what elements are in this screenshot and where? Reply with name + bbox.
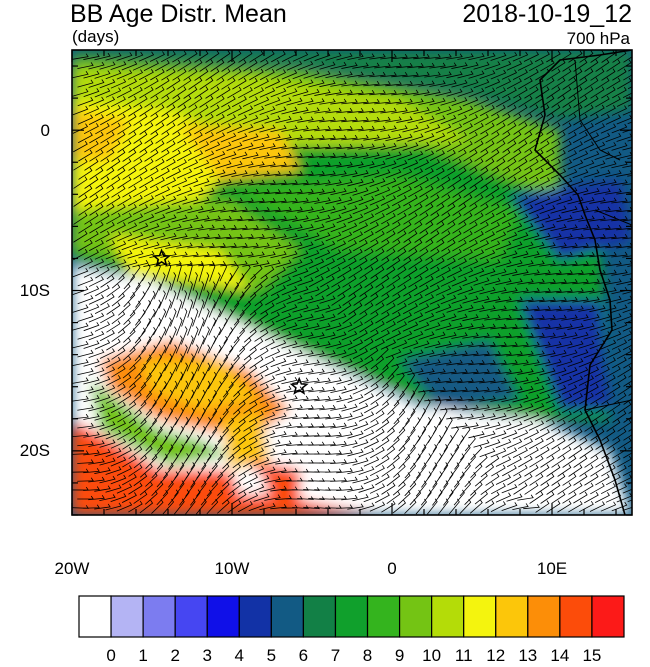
markers	[152, 248, 309, 395]
colorbar-label: 3	[202, 646, 212, 665]
colorbar-swatch	[431, 595, 465, 638]
datetime-label: 2018-10-19_12	[462, 0, 632, 28]
colorbar-label: 2	[170, 646, 180, 665]
colorbar-label: 10	[422, 646, 442, 665]
colorbar-swatch	[110, 595, 144, 638]
colorbar-swatch	[463, 595, 497, 638]
colorbar-label: 5	[266, 646, 277, 665]
lon-label-10e: 10E	[536, 559, 568, 578]
star-marker	[152, 248, 172, 267]
pressure-level-label: 700 hPa	[566, 29, 630, 48]
colorbar-swatch	[559, 595, 593, 638]
wind-barbs	[72, 50, 632, 515]
colorbar-swatch	[334, 595, 369, 638]
units-label: (days)	[72, 27, 120, 46]
lat-label-0: 0	[40, 121, 50, 140]
colorbar-swatch	[302, 595, 337, 638]
colorbar-label: 4	[234, 646, 245, 665]
colorbar-label: 9	[394, 646, 405, 665]
colorbar-swatch	[142, 595, 176, 638]
colorbar-swatch	[527, 595, 561, 638]
colorbar-swatch	[495, 595, 529, 638]
colorbar-label: 15	[582, 646, 602, 665]
map-title: BB Age Distr. Mean	[70, 0, 287, 28]
colorbar-swatch	[270, 595, 305, 638]
plot-frame	[71, 49, 633, 516]
colorbar-swatch	[591, 595, 625, 638]
lat-label-20s: 20S	[19, 441, 50, 460]
colorbar-swatch	[398, 595, 433, 638]
colorbar-label: 14	[550, 646, 570, 665]
colorbar-label: 13	[518, 646, 538, 665]
colorbar-swatch	[78, 595, 112, 638]
colorbar-label: 6	[298, 646, 309, 665]
colorbar-label: 7	[330, 646, 341, 665]
colorbar-label: 1	[138, 646, 148, 665]
colorbar-swatch	[174, 595, 208, 638]
africa-coastline	[534, 50, 632, 515]
colorbar	[78, 595, 625, 638]
lat-label-10s: 10S	[19, 281, 50, 300]
star-marker	[289, 376, 309, 395]
lon-label-0: 0	[387, 559, 397, 578]
colorbar-swatch	[206, 595, 240, 638]
colorbar-label: 12	[486, 646, 506, 665]
age-field	[72, 50, 632, 515]
colorbar-label: 0	[106, 646, 116, 665]
colorbar-swatch	[238, 595, 272, 638]
colorbar-swatch	[366, 595, 401, 638]
lon-label-10w: 10W	[214, 559, 250, 578]
colorbar-label: 11	[454, 646, 473, 665]
lon-label-20w: 20W	[54, 559, 90, 578]
colorbar-label: 8	[362, 646, 373, 665]
